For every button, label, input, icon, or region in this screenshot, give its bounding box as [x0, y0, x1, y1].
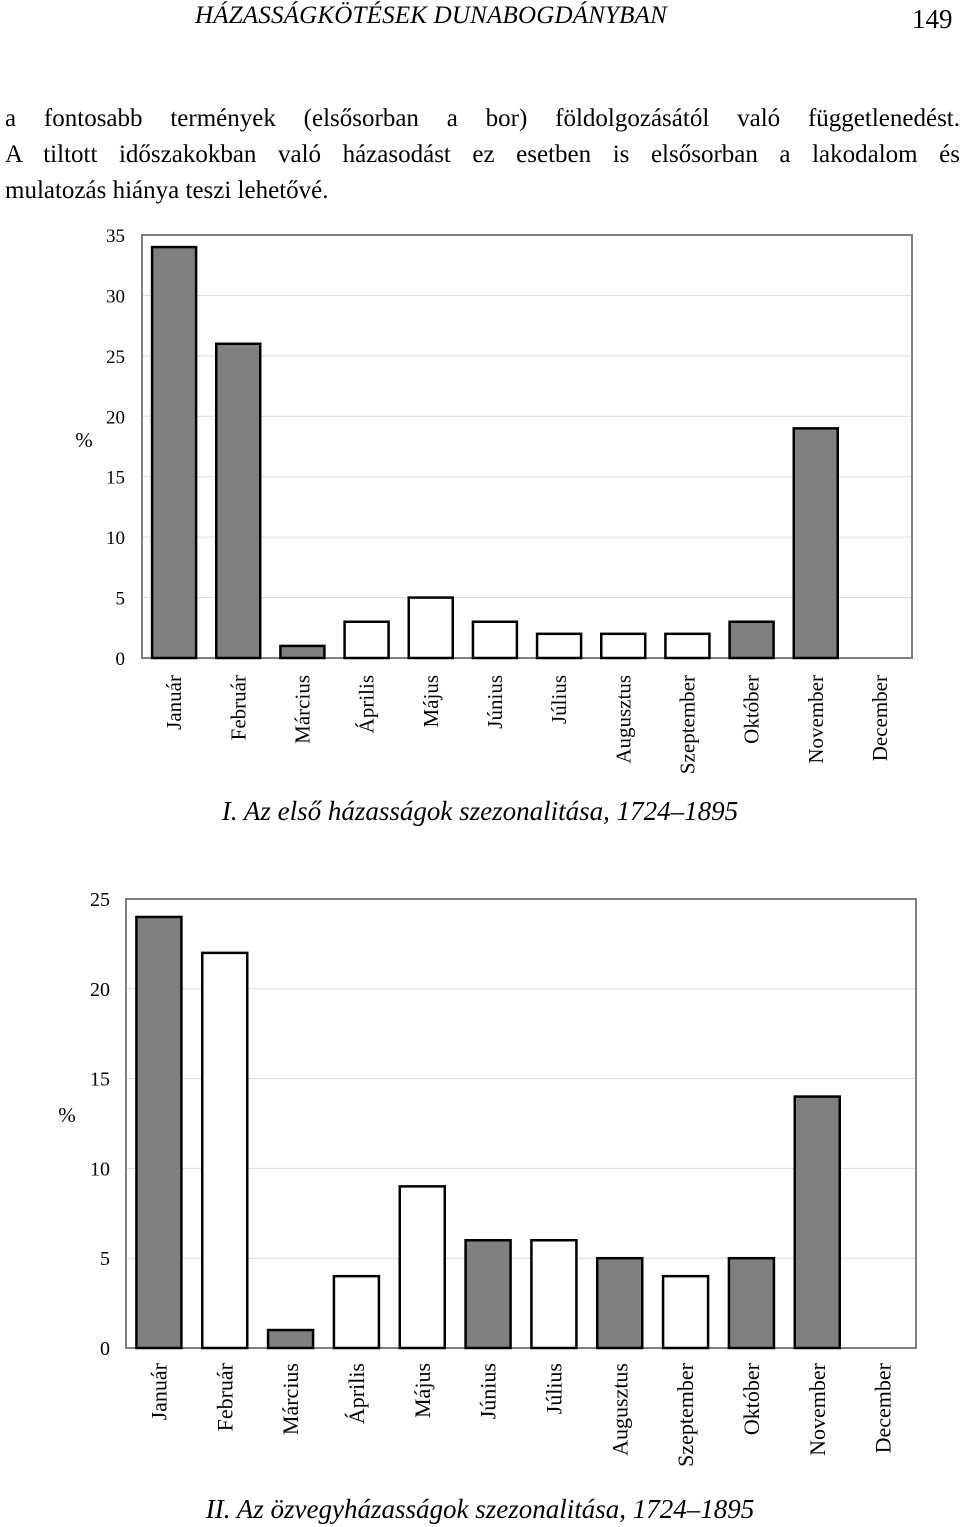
paragraph-line-1: a fontosabb termények (elsősorban a bor)… [5, 105, 960, 132]
c2-y-tick-label: 15 [90, 1069, 110, 1091]
c2-y-tick-label: 0 [100, 1338, 110, 1360]
c1-y-tick-label: 5 [116, 589, 126, 610]
c1-bar-1 [150, 245, 198, 660]
c1-bar-10 [728, 620, 775, 660]
c1-bar-3 [279, 644, 326, 660]
c1-y-tick-label: 10 [106, 528, 125, 549]
c1-category-label: Június [483, 675, 507, 729]
c2-bar-6 [464, 1238, 512, 1350]
c2-bar-2 [201, 951, 249, 1350]
c2-category-label: November [805, 1362, 830, 1456]
c1-y-tick-label: 30 [106, 286, 125, 307]
c1-category-label: Szeptember [675, 675, 699, 774]
c2-bar-5 [398, 1185, 446, 1350]
c2-bar-10 [727, 1256, 776, 1350]
c1-y-axis-label: % [75, 428, 93, 452]
c1-category-label: Augusztus [611, 675, 635, 764]
paragraph-line-3: mulatozás hiánya teszi lehetővé. [5, 177, 329, 204]
c1-category-label: December [868, 675, 892, 761]
c1-y-tick-label: 20 [106, 407, 125, 428]
c1-bar-7 [535, 632, 583, 660]
c1-bar-5 [407, 596, 454, 660]
c2-y-axis-label: % [58, 1103, 76, 1127]
c2-category-label: Március [278, 1363, 303, 1435]
c2-category-label: Október [739, 1362, 764, 1435]
c2-bar-1 [135, 915, 183, 1350]
c1-category-label: Március [290, 675, 314, 744]
c1-category-label: Július [547, 675, 571, 724]
paragraph-line-2: A tiltott időszakokban való házasodást e… [5, 141, 960, 168]
c2-bar-8 [596, 1256, 644, 1350]
c1-bar-4 [343, 620, 390, 660]
c2-bar-4 [332, 1274, 381, 1350]
first-marriages-bar-chart: 0 5 10 15 20 25 30 35% Január Február Március Ápril… [75, 226, 913, 774]
c2-y-tick-label: 10 [90, 1158, 110, 1180]
page-number: 149 [912, 4, 953, 34]
c1-category-label: Október [740, 675, 764, 744]
c2-category-label: Szeptember [673, 1362, 698, 1467]
c2-category-label: Február [212, 1362, 237, 1431]
running-title: HÁZASSÁGKÖTÉSEK DUNABOGDÁNYBAN [195, 2, 667, 29]
c2-y-tick-label: 20 [90, 979, 110, 1001]
c2-category-label: December [871, 1362, 896, 1453]
widow-marriages-bar-chart: 0 5 10 15 20 25% Január Február Március Április Má… [58, 889, 917, 1467]
c2-y-tick-label: 5 [100, 1248, 110, 1270]
chart-1-caption: I. Az első házasságok szezonalitása, 172… [221, 796, 739, 826]
c1-y-tick-label: 25 [106, 347, 125, 368]
c1-bar-9 [664, 632, 711, 660]
c1-y-tick-label: 15 [106, 468, 125, 489]
c1-plot-frame [141, 234, 913, 659]
c2-plot-frame [125, 898, 917, 1349]
c2-bar-11 [793, 1095, 841, 1350]
c2-category-label: Június [476, 1363, 501, 1419]
c1-y-tick-label: 35 [106, 226, 125, 247]
c2-category-label: Augusztus [607, 1363, 632, 1456]
c1-category-label: November [804, 675, 828, 764]
c1-category-label: Február [226, 675, 250, 740]
c2-bar-9 [661, 1274, 710, 1350]
c1-y-tick-label: 0 [116, 649, 126, 670]
c1-category-label: Április [355, 675, 379, 733]
c2-bar-7 [530, 1238, 578, 1350]
c1-bar-6 [471, 620, 519, 660]
chart-2-caption: II. Az özvegyházasságok szezonalitása, 1… [205, 1494, 755, 1524]
body-paragraph: a fontosabb termények (elsősorban a bor)… [5, 101, 960, 209]
c1-bar-11 [792, 427, 839, 660]
c2-category-label: Július [541, 1363, 566, 1414]
c2-y-tick-label: 25 [90, 889, 110, 911]
c2-category-label: Április [344, 1363, 369, 1424]
c2-category-label: Január [146, 1362, 171, 1420]
c1-category-label: Január [162, 675, 186, 730]
c1-bar-2 [215, 342, 262, 660]
c2-bar-3 [266, 1328, 315, 1350]
c1-category-label: Május [419, 675, 443, 728]
c1-bar-8 [600, 632, 647, 660]
c2-category-label: Május [410, 1363, 435, 1418]
